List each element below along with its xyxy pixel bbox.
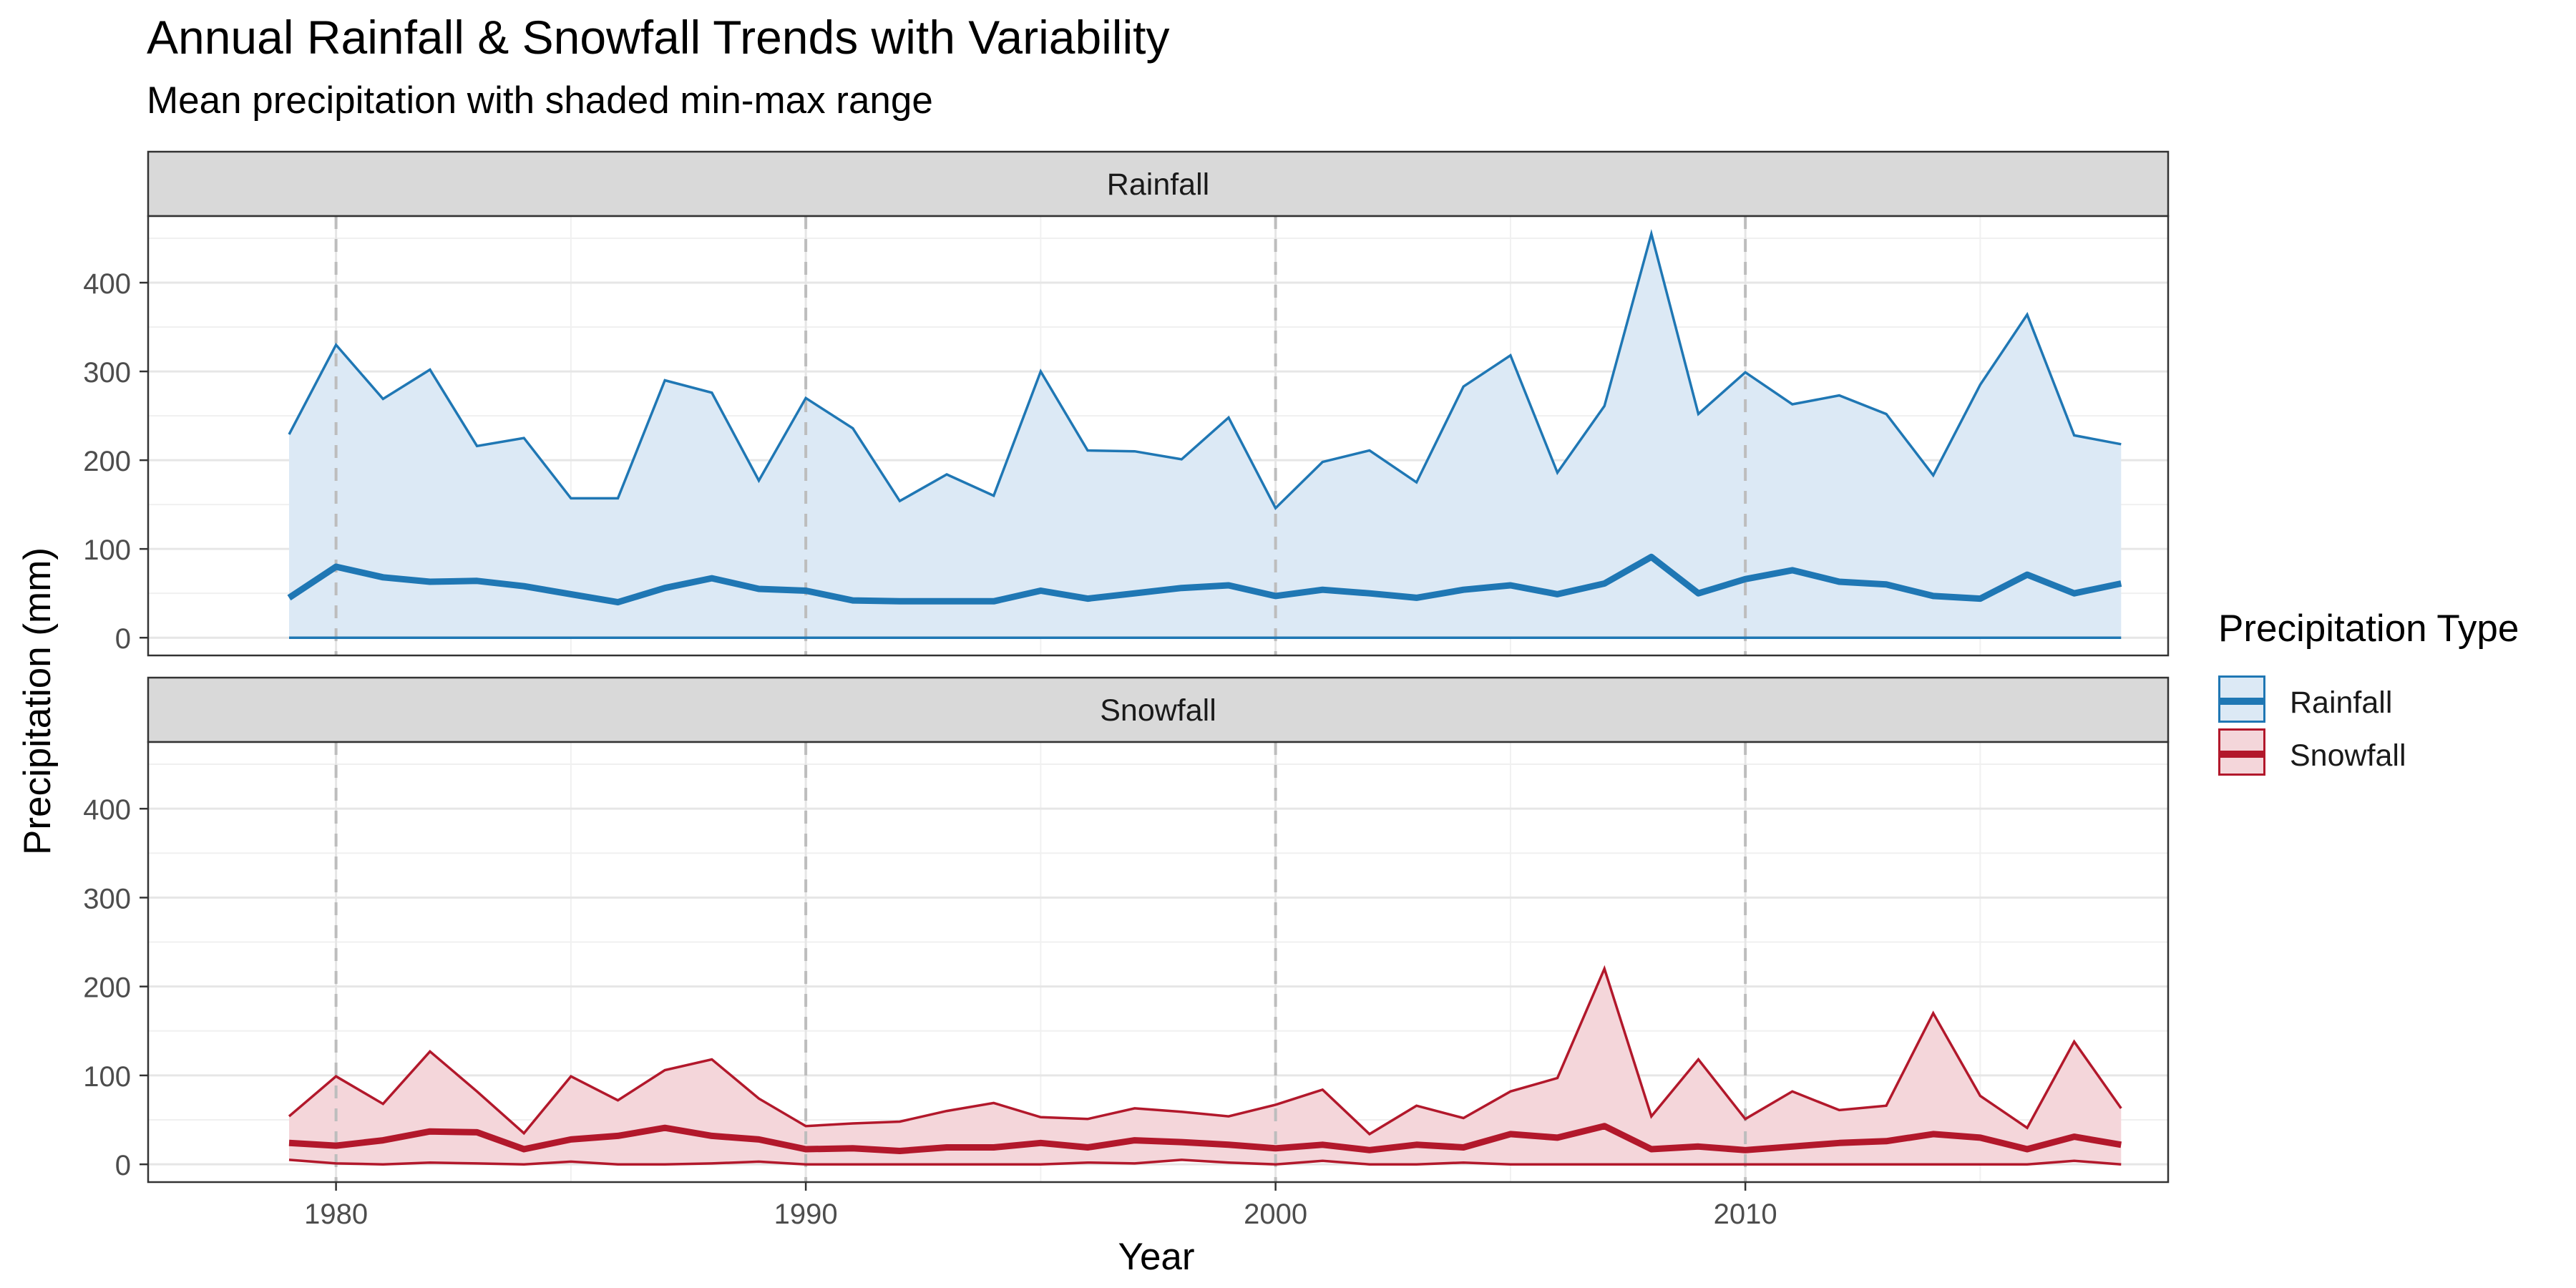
y-tick-label: 0 bbox=[115, 623, 131, 655]
minmax-ribbon bbox=[289, 968, 2122, 1165]
x-tick-label: 1990 bbox=[774, 1199, 838, 1230]
legend: Precipitation Type Rainfall Snowfall bbox=[2218, 607, 2519, 776]
legend-key-rainfall bbox=[2218, 675, 2265, 723]
max-line bbox=[288, 965, 2122, 1136]
chart-title: Annual Rainfall & Snowfall Trends with V… bbox=[147, 11, 1170, 64]
panel-border bbox=[147, 215, 2170, 657]
legend-label-snowfall: Snowfall bbox=[2290, 738, 2406, 773]
y-tick-label: 0 bbox=[115, 1150, 131, 1181]
legend-key-snowfall bbox=[2218, 728, 2265, 776]
y-tick-label: 100 bbox=[83, 1061, 131, 1093]
y-axis-title: Precipitation (mm) bbox=[16, 547, 59, 855]
y-tick-label: 300 bbox=[83, 357, 131, 389]
legend-item-snowfall: Snowfall bbox=[2218, 728, 2519, 783]
legend-label-rainfall: Rainfall bbox=[2290, 686, 2393, 720]
facet-strip-label: Snowfall bbox=[1100, 693, 1216, 728]
chart-subtitle: Mean precipitation with shaded min-max r… bbox=[147, 79, 933, 122]
x-tick-label: 2010 bbox=[1714, 1199, 1777, 1230]
mean-line bbox=[288, 1123, 2122, 1154]
y-tick-label: 400 bbox=[83, 794, 131, 826]
min-line bbox=[288, 1158, 2122, 1166]
facet-panel-rainfall: Rainfall 0 100 200 300 400 bbox=[83, 150, 2170, 657]
max-line bbox=[288, 229, 2122, 511]
x-axis-title: Year bbox=[1118, 1236, 1194, 1278]
y-tick-label: 200 bbox=[83, 446, 131, 477]
mean-line bbox=[287, 553, 2122, 606]
panel-border bbox=[147, 741, 2170, 1184]
facet-strip-label: Rainfall bbox=[1107, 167, 1209, 202]
y-tick-label: 400 bbox=[83, 268, 131, 300]
x-tick-label: 1980 bbox=[304, 1199, 368, 1230]
legend-title: Precipitation Type bbox=[2218, 608, 2519, 650]
y-tick-label: 200 bbox=[83, 972, 131, 1004]
legend-item-rainfall: Rainfall bbox=[2218, 675, 2519, 730]
y-tick-label: 100 bbox=[83, 535, 131, 566]
x-tick-label: 2000 bbox=[1244, 1199, 1307, 1230]
facet-strip bbox=[147, 676, 2170, 743]
y-tick-label: 300 bbox=[83, 883, 131, 914]
minmax-ribbon bbox=[289, 233, 2122, 638]
facet-panel-snowfall: Snowfall 0 100 200 300 400 bbox=[83, 676, 2170, 1184]
